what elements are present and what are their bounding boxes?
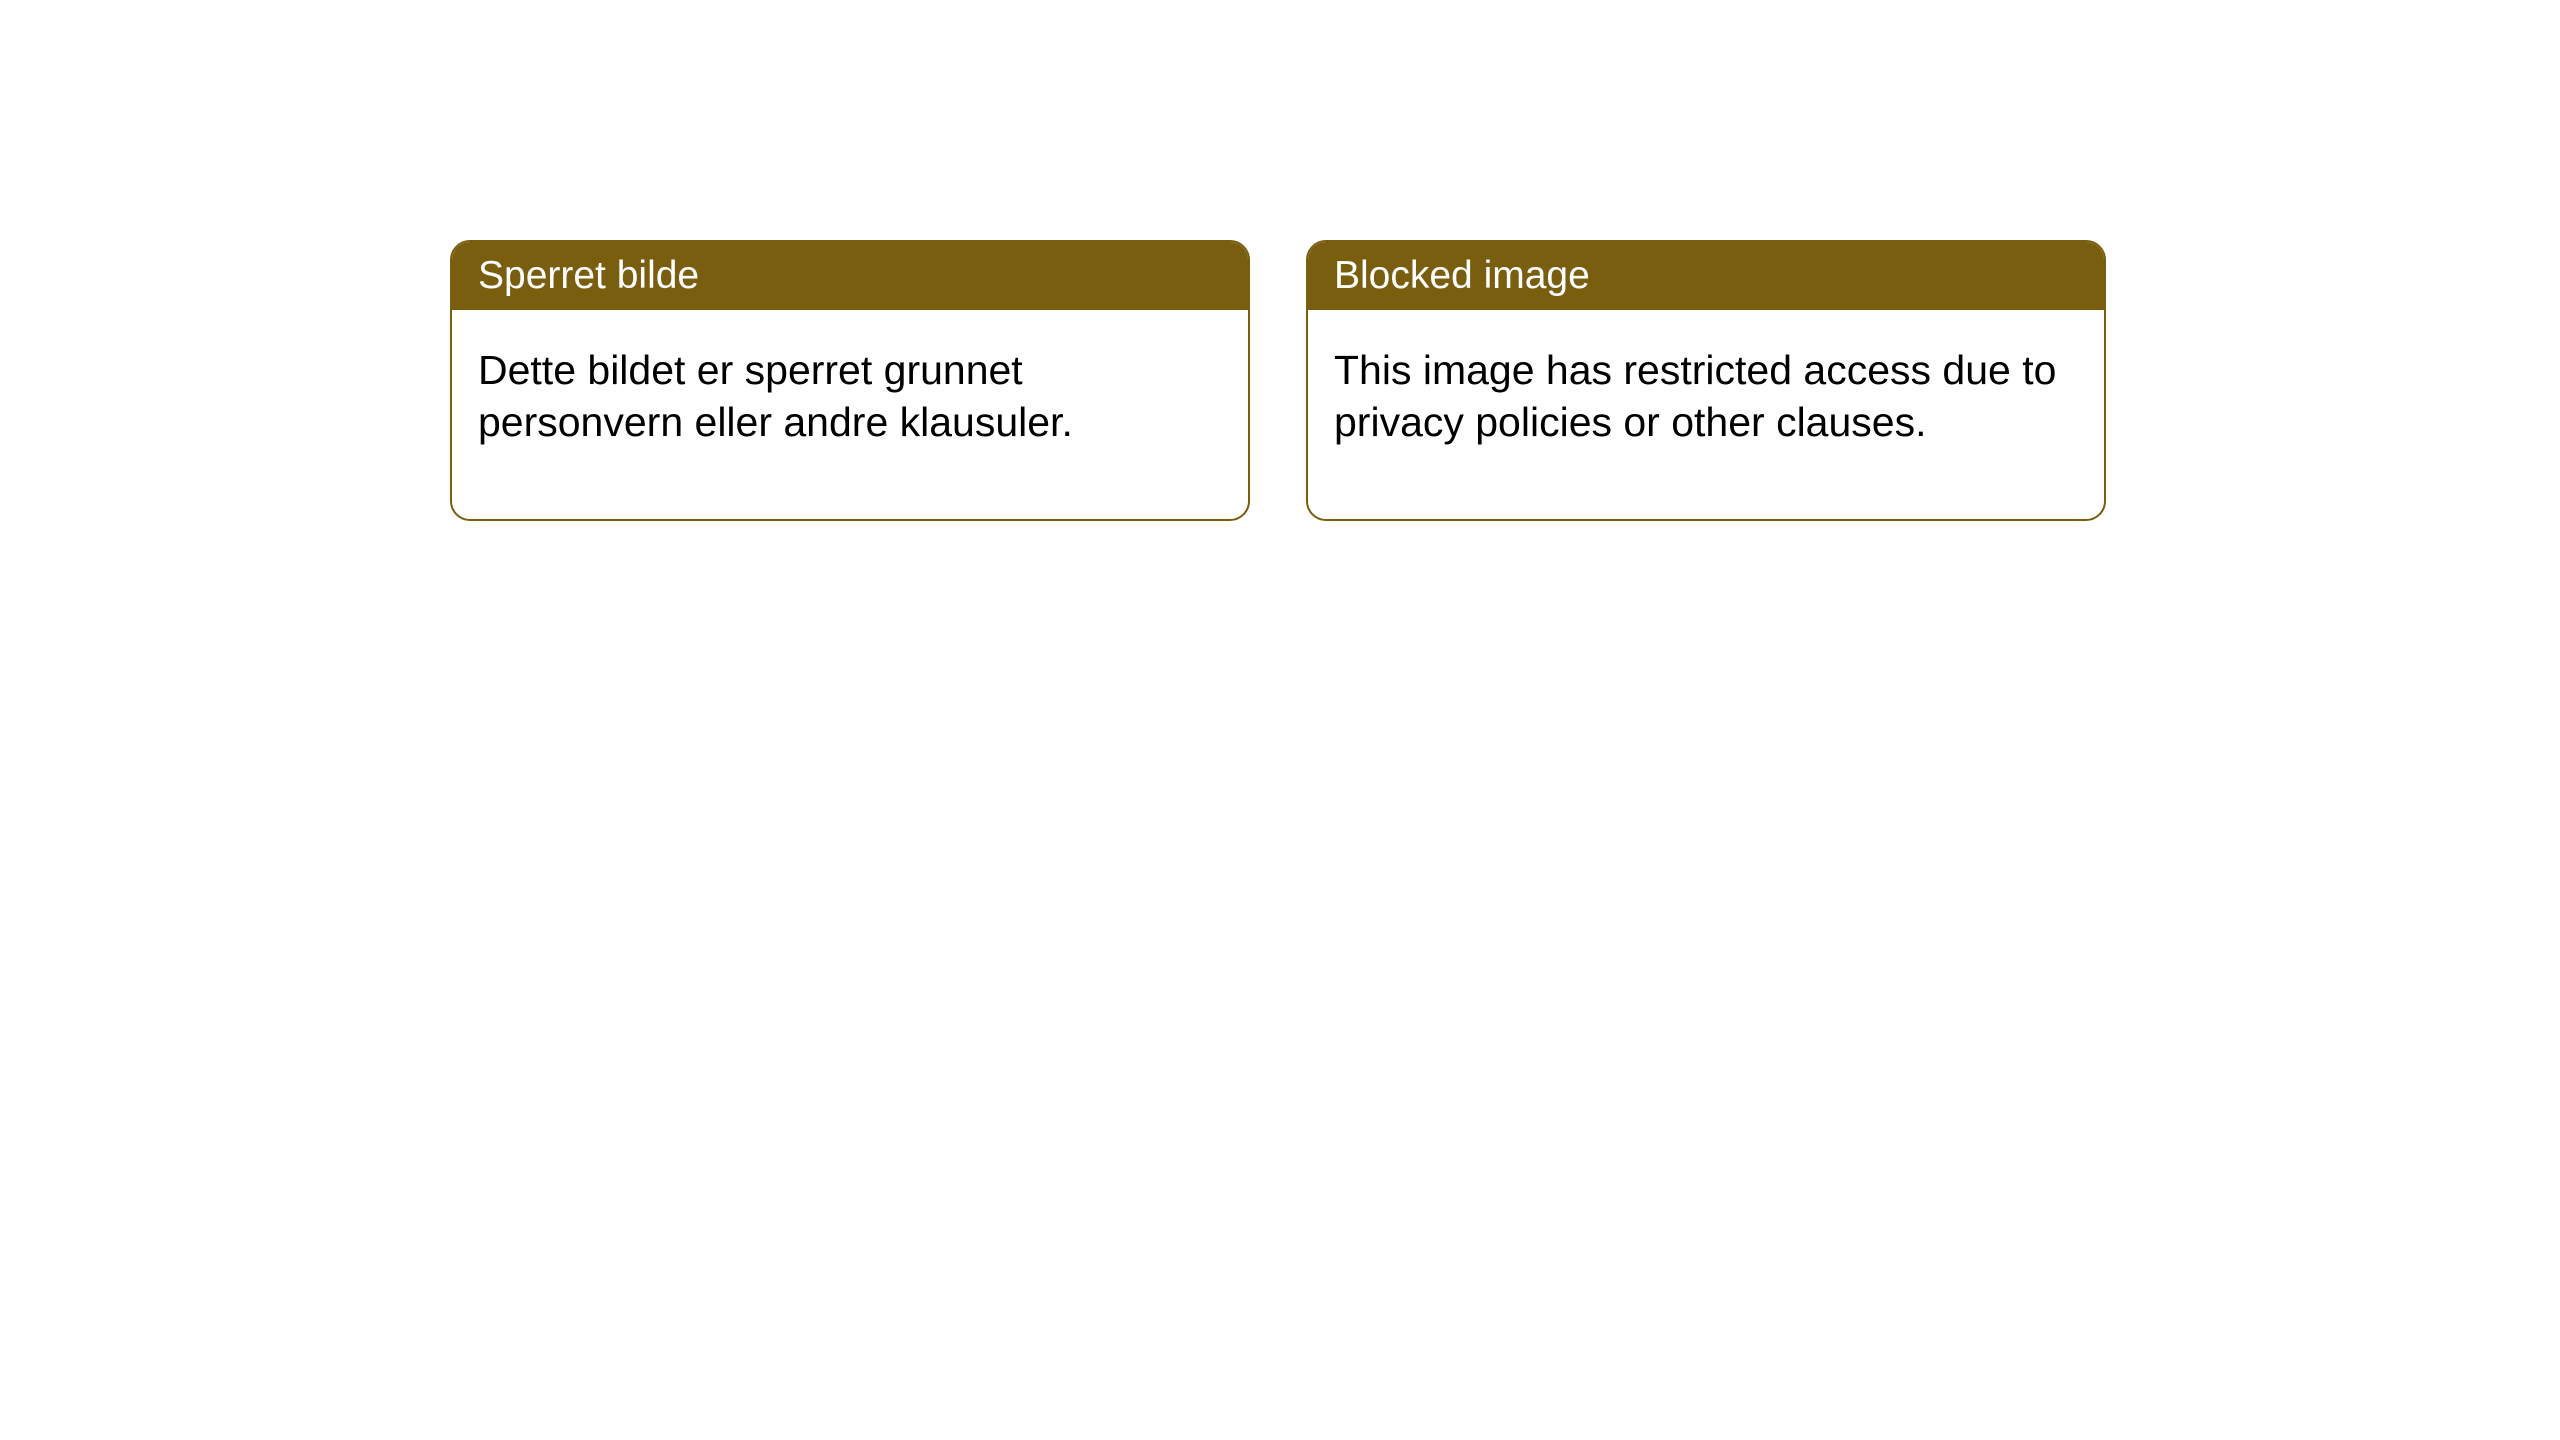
notice-header-no: Sperret bilde <box>452 242 1248 310</box>
notice-card-en: Blocked image This image has restricted … <box>1306 240 2106 521</box>
notice-container: Sperret bilde Dette bildet er sperret gr… <box>450 240 2106 521</box>
notice-title-no: Sperret bilde <box>478 254 699 297</box>
notice-text-no: Dette bildet er sperret grunnet personve… <box>478 347 1073 445</box>
notice-card-no: Sperret bilde Dette bildet er sperret gr… <box>450 240 1250 521</box>
notice-body-en: This image has restricted access due to … <box>1308 310 2104 519</box>
notice-header-en: Blocked image <box>1308 242 2104 310</box>
notice-title-en: Blocked image <box>1334 254 1590 297</box>
notice-text-en: This image has restricted access due to … <box>1334 347 2056 445</box>
notice-body-no: Dette bildet er sperret grunnet personve… <box>452 310 1248 519</box>
